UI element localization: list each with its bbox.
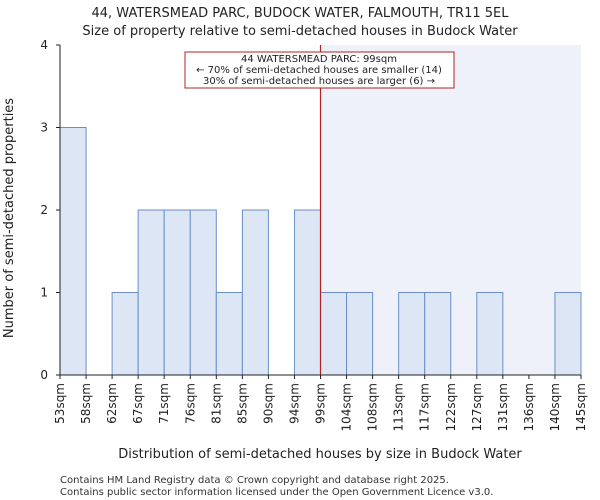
- bar-67sqm: [137, 209, 165, 376]
- x-axis-label: Distribution of semi-detached houses by …: [118, 447, 522, 462]
- bar-113sqm: [398, 292, 426, 376]
- y-tick-label: 0: [40, 368, 48, 382]
- y-tick-label: 3: [40, 121, 48, 135]
- x-tick-label-140sqm: 140sqm: [548, 383, 562, 431]
- x-tick-label-127sqm: 127sqm: [470, 383, 484, 431]
- annotation-box: 44 WATERSMEAD PARC: 99sqm ← 70% of semi-…: [184, 51, 455, 89]
- x-tick-label-145sqm: 145sqm: [574, 383, 588, 431]
- annotation-line-3: 30% of semi-detached houses are larger (…: [203, 76, 435, 87]
- bar-76sqm: [189, 209, 217, 376]
- bar-99sqm: [320, 292, 348, 376]
- footer-line-2: Contains public sector information licen…: [60, 487, 493, 498]
- x-tick-label-67sqm: 67sqm: [131, 383, 145, 424]
- bar-85sqm: [241, 209, 269, 376]
- x-tick-label-81sqm: 81sqm: [209, 383, 223, 424]
- x-tick-label-113sqm: 113sqm: [392, 383, 406, 431]
- bars-layer: [59, 127, 582, 376]
- chart-subtitle: Size of property relative to semi-detach…: [82, 24, 518, 39]
- x-tick-label-99sqm: 99sqm: [314, 383, 328, 424]
- annotation-line-1: 44 WATERSMEAD PARC: 99sqm: [241, 54, 397, 65]
- bar-71sqm: [163, 209, 191, 376]
- x-tick-label-104sqm: 104sqm: [340, 383, 354, 431]
- x-tick-label-85sqm: 85sqm: [235, 383, 249, 424]
- x-ticks-layer: 53sqm 58sqm 62sqm 67sqm 71sqm 76sqm 81sqm 85sqm…: [53, 375, 588, 431]
- annotation-frame: [184, 51, 455, 89]
- x-tick-label-90sqm: 90sqm: [261, 383, 275, 424]
- y-axis-label: Number of semi-detached properties: [2, 98, 17, 338]
- x-tick-label-76sqm: 76sqm: [183, 383, 197, 424]
- x-tick-label-58sqm: 58sqm: [79, 383, 93, 424]
- bar-117sqm: [424, 292, 452, 376]
- bar-104sqm: [346, 292, 374, 376]
- x-tick-label-122sqm: 122sqm: [444, 383, 458, 431]
- y-ticks-layer: 0 1 2 3 4: [40, 38, 60, 382]
- x-tick-label-136sqm: 136sqm: [522, 383, 536, 431]
- chart-title: 44, WATERSMEAD PARC, BUDOCK WATER, FALMO…: [92, 6, 510, 21]
- x-tick-label-94sqm: 94sqm: [287, 383, 301, 424]
- y-tick-label: 4: [40, 38, 48, 52]
- bar-140sqm: [554, 292, 582, 376]
- y-tick-label: 1: [40, 286, 48, 300]
- x-tick-label-108sqm: 108sqm: [366, 383, 380, 431]
- x-tick-label-71sqm: 71sqm: [157, 383, 171, 424]
- y-tick-label: 2: [40, 203, 48, 217]
- x-tick-label-53sqm: 53sqm: [53, 383, 67, 424]
- bar-94sqm: [293, 209, 322, 376]
- bar-53sqm: [59, 127, 87, 376]
- x-tick-label-62sqm: 62sqm: [105, 383, 119, 424]
- bar-62sqm: [111, 292, 139, 376]
- bar-81sqm: [215, 292, 243, 376]
- x-tick-label-117sqm: 117sqm: [418, 383, 432, 431]
- x-tick-label-131sqm: 131sqm: [496, 383, 510, 431]
- footer-line-1: Contains HM Land Registry data © Crown c…: [60, 475, 449, 486]
- annotation-line-2: ← 70% of semi-detached houses are smalle…: [196, 65, 442, 76]
- bar-127sqm: [476, 292, 504, 376]
